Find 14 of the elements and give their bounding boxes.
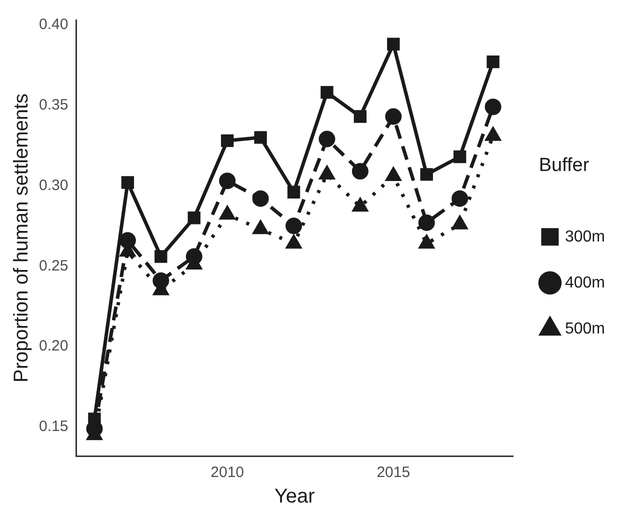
legend-label: 300m — [564, 228, 606, 246]
y-tick-label: 0.35 — [38, 96, 68, 114]
y-tick-label: 0.25 — [38, 257, 68, 274]
x-tick-label: 2015 — [376, 464, 410, 482]
y-tick-label: 0.40 — [38, 16, 68, 33]
y-tick-label: 0.15 — [38, 418, 68, 436]
legend-label: 500m — [564, 320, 606, 338]
y-tick-label: 0.20 — [38, 338, 68, 355]
x-axis-title: Year — [274, 486, 316, 508]
y-axis-title: Proportion of human settlements — [10, 93, 33, 383]
legend-title: Buffer — [538, 154, 590, 176]
x-tick-label: 2010 — [210, 464, 244, 482]
y-tick-label: 0.30 — [38, 176, 68, 194]
legend-label: 400m — [564, 274, 606, 292]
